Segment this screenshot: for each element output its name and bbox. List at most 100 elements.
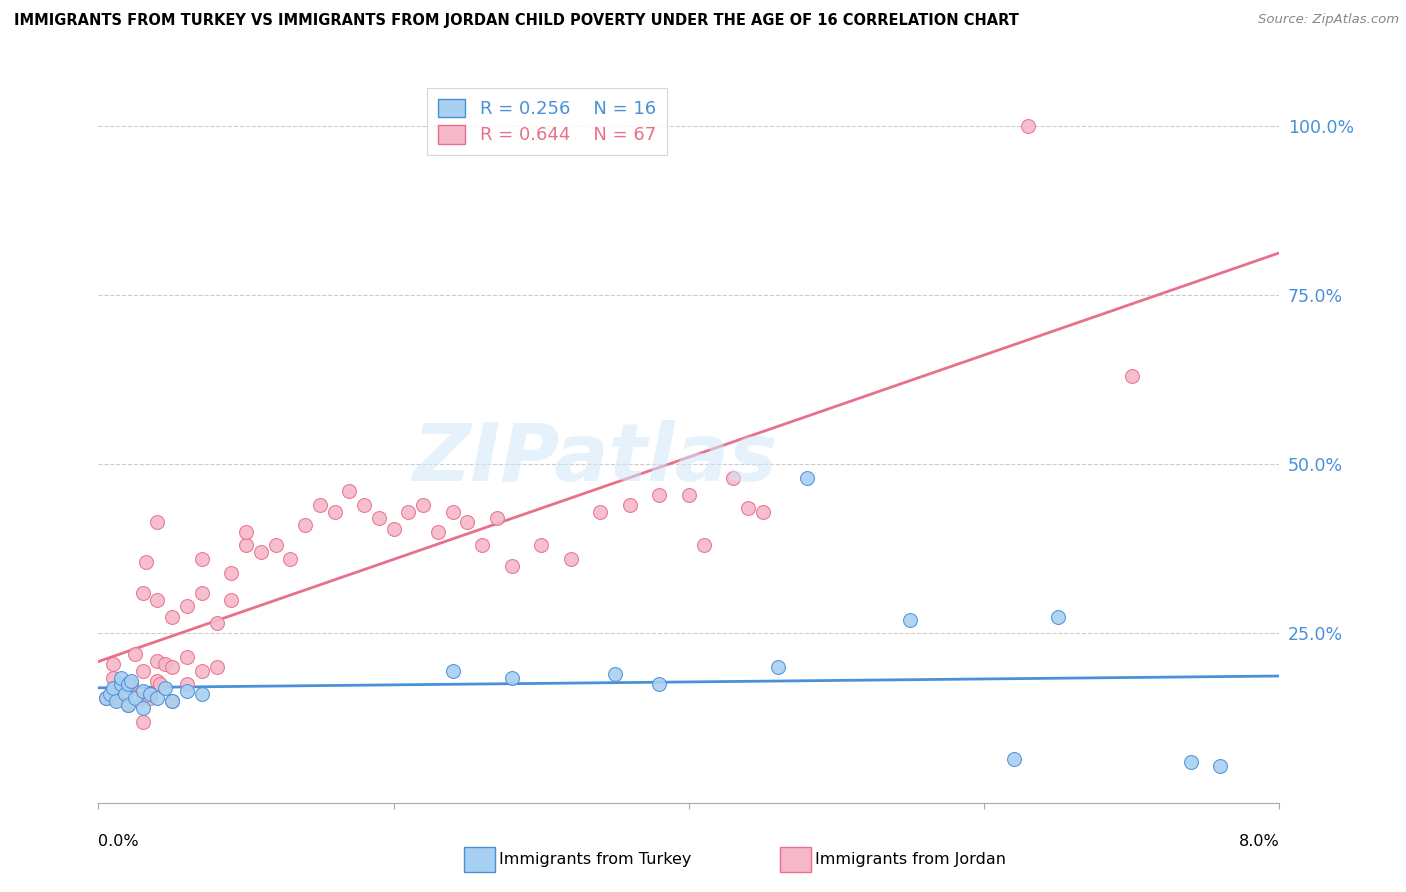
Point <box>132 684 155 698</box>
Text: Immigrants from Jordan: Immigrants from Jordan <box>815 853 1007 867</box>
Point <box>149 677 172 691</box>
Point <box>103 671 125 685</box>
Point <box>139 690 162 705</box>
Point <box>117 698 139 712</box>
Point <box>124 690 146 705</box>
Point <box>110 671 132 685</box>
Point <box>501 558 523 573</box>
Point <box>678 488 700 502</box>
Point <box>191 586 214 600</box>
Point <box>560 552 582 566</box>
Point <box>648 488 671 502</box>
Point <box>205 660 228 674</box>
Point <box>337 484 360 499</box>
Point <box>648 677 671 691</box>
Point <box>693 538 716 552</box>
Point <box>308 498 332 512</box>
Point <box>146 515 169 529</box>
Point <box>278 552 302 566</box>
Point <box>751 505 773 519</box>
Text: Immigrants from Turkey: Immigrants from Turkey <box>499 853 692 867</box>
Point <box>162 609 183 624</box>
Point <box>264 538 287 552</box>
Point <box>721 471 744 485</box>
Point <box>98 688 121 702</box>
Point <box>114 688 136 702</box>
Point <box>191 552 214 566</box>
Point <box>105 694 128 708</box>
Point <box>103 657 125 671</box>
Point <box>205 616 228 631</box>
Point <box>219 592 242 607</box>
Point <box>1180 755 1202 769</box>
Point <box>219 566 242 580</box>
Point <box>132 586 155 600</box>
Point <box>162 694 183 708</box>
Point <box>94 690 117 705</box>
Point <box>153 681 176 695</box>
Point <box>103 684 125 698</box>
Point <box>132 714 155 729</box>
Point <box>456 515 478 529</box>
Point <box>900 613 922 627</box>
Point <box>124 647 146 661</box>
Point <box>132 701 155 715</box>
Point <box>114 677 136 691</box>
Point <box>353 498 375 512</box>
Point <box>605 667 627 681</box>
Point <box>120 673 142 688</box>
Point <box>120 677 142 691</box>
Point <box>146 673 169 688</box>
Point <box>117 677 139 691</box>
Point <box>110 677 132 691</box>
Point <box>103 681 125 695</box>
Point <box>235 538 257 552</box>
Point <box>323 505 346 519</box>
Point <box>485 511 508 525</box>
Point <box>146 654 169 668</box>
Point <box>619 498 641 512</box>
Point <box>1002 752 1025 766</box>
Point <box>117 684 139 698</box>
Point <box>530 538 553 552</box>
Point <box>426 524 449 539</box>
Point <box>191 664 214 678</box>
Point <box>105 690 128 705</box>
Point <box>589 505 612 519</box>
Point <box>1209 758 1232 772</box>
Point <box>132 690 155 705</box>
Text: 8.0%: 8.0% <box>1239 834 1279 849</box>
Text: 0.0%: 0.0% <box>98 834 139 849</box>
Point <box>294 518 316 533</box>
Point <box>471 538 494 552</box>
Point <box>176 677 198 691</box>
Text: ZIPatlas: ZIPatlas <box>412 420 778 498</box>
Point <box>176 650 198 665</box>
Point <box>191 688 214 702</box>
Text: IMMIGRANTS FROM TURKEY VS IMMIGRANTS FROM JORDAN CHILD POVERTY UNDER THE AGE OF : IMMIGRANTS FROM TURKEY VS IMMIGRANTS FRO… <box>14 13 1019 29</box>
Point <box>146 690 169 705</box>
Legend: R = 0.256    N = 16, R = 0.644    N = 67: R = 0.256 N = 16, R = 0.644 N = 67 <box>427 87 666 155</box>
Point <box>412 498 434 512</box>
Point <box>235 524 257 539</box>
Point <box>176 599 198 614</box>
Point <box>153 657 176 671</box>
Point <box>162 694 183 708</box>
Point <box>139 688 162 702</box>
Point <box>176 684 198 698</box>
Point <box>250 545 273 559</box>
Point <box>162 660 183 674</box>
Point <box>135 555 157 569</box>
Point <box>110 684 132 698</box>
Point <box>796 471 818 485</box>
Point <box>146 592 169 607</box>
Point <box>132 664 155 678</box>
Point <box>117 698 139 712</box>
Point <box>382 521 405 535</box>
Point <box>396 505 419 519</box>
Point <box>441 664 464 678</box>
Point <box>1046 609 1069 624</box>
Point <box>367 511 389 525</box>
Point <box>1017 119 1039 133</box>
Point <box>501 671 523 685</box>
